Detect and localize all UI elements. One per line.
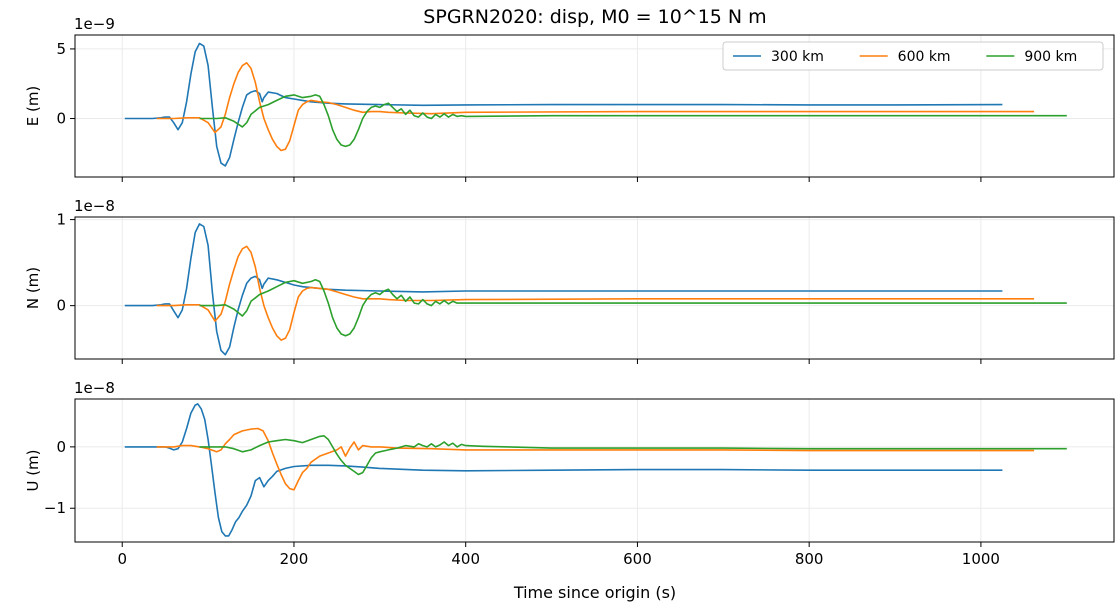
offset-text-n: 1e−8: [74, 197, 115, 215]
y-tick-label: 0: [56, 438, 66, 456]
x-tick-label: 400: [451, 550, 480, 568]
panel-e: 0 5 1e−9 E (m): [24, 15, 1115, 182]
x-tick-label: 0: [117, 550, 127, 568]
x-tick-label: 1000: [962, 550, 1000, 568]
offset-text-u: 1e−8: [74, 379, 115, 397]
series-line-600-km: [156, 245, 1035, 341]
series-group-n: [124, 223, 1067, 356]
legend-label: 600 km: [898, 49, 951, 65]
legend-entry: 300 km: [733, 49, 824, 65]
series-line-600-km: [156, 427, 1035, 491]
panel-u: 0 200 400 600 800 1000 −1 0 1e−8 U (m): [24, 379, 1115, 568]
panel-n: 0 1 1e−8 N (m): [24, 197, 1115, 364]
legend-label: 900 km: [1024, 49, 1077, 65]
series-line-900-km: [199, 435, 1067, 476]
x-tick-label: 600: [623, 550, 652, 568]
legend-entry: 600 km: [859, 49, 951, 65]
y-tick-label: 5: [56, 40, 66, 58]
series-line-300-km: [124, 42, 1003, 167]
x-tick-label: 800: [795, 550, 824, 568]
y-tick-label: 1: [56, 211, 66, 229]
y-tick-label: 0: [56, 297, 66, 315]
axes-frame-u: [74, 398, 1115, 543]
series-line-600-km: [156, 62, 1035, 152]
series-line-300-km: [124, 403, 1003, 537]
legend-label: 300 km: [771, 49, 824, 65]
figure-title: SPGRN2020: disp, M0 = 10^15 N m: [423, 6, 766, 28]
axes-frame-n: [74, 216, 1115, 360]
y-tick-label: −1: [44, 499, 66, 517]
legend: 300 km 600 km 900 km: [722, 41, 1104, 71]
x-axis-label: Time since origin (s): [513, 583, 676, 602]
series-line-300-km: [124, 223, 1003, 356]
x-tick-label: 200: [280, 550, 309, 568]
grid-u: [75, 399, 1114, 542]
series-group-e: [124, 42, 1067, 167]
offset-text-e: 1e−9: [74, 15, 115, 33]
y-axis-label-e: E (m): [24, 86, 42, 127]
y-tick-label: 0: [56, 110, 66, 128]
series-line-900-km: [199, 94, 1067, 148]
y-axis-label-u: U (m): [24, 449, 42, 491]
series-group-u: [124, 403, 1067, 537]
legend-entry: 900 km: [986, 49, 1077, 65]
series-line-900-km: [199, 279, 1067, 337]
y-axis-label-n: N (m): [24, 267, 42, 309]
legend-frame: [722, 41, 1104, 71]
axes-frame-e: [74, 34, 1115, 178]
